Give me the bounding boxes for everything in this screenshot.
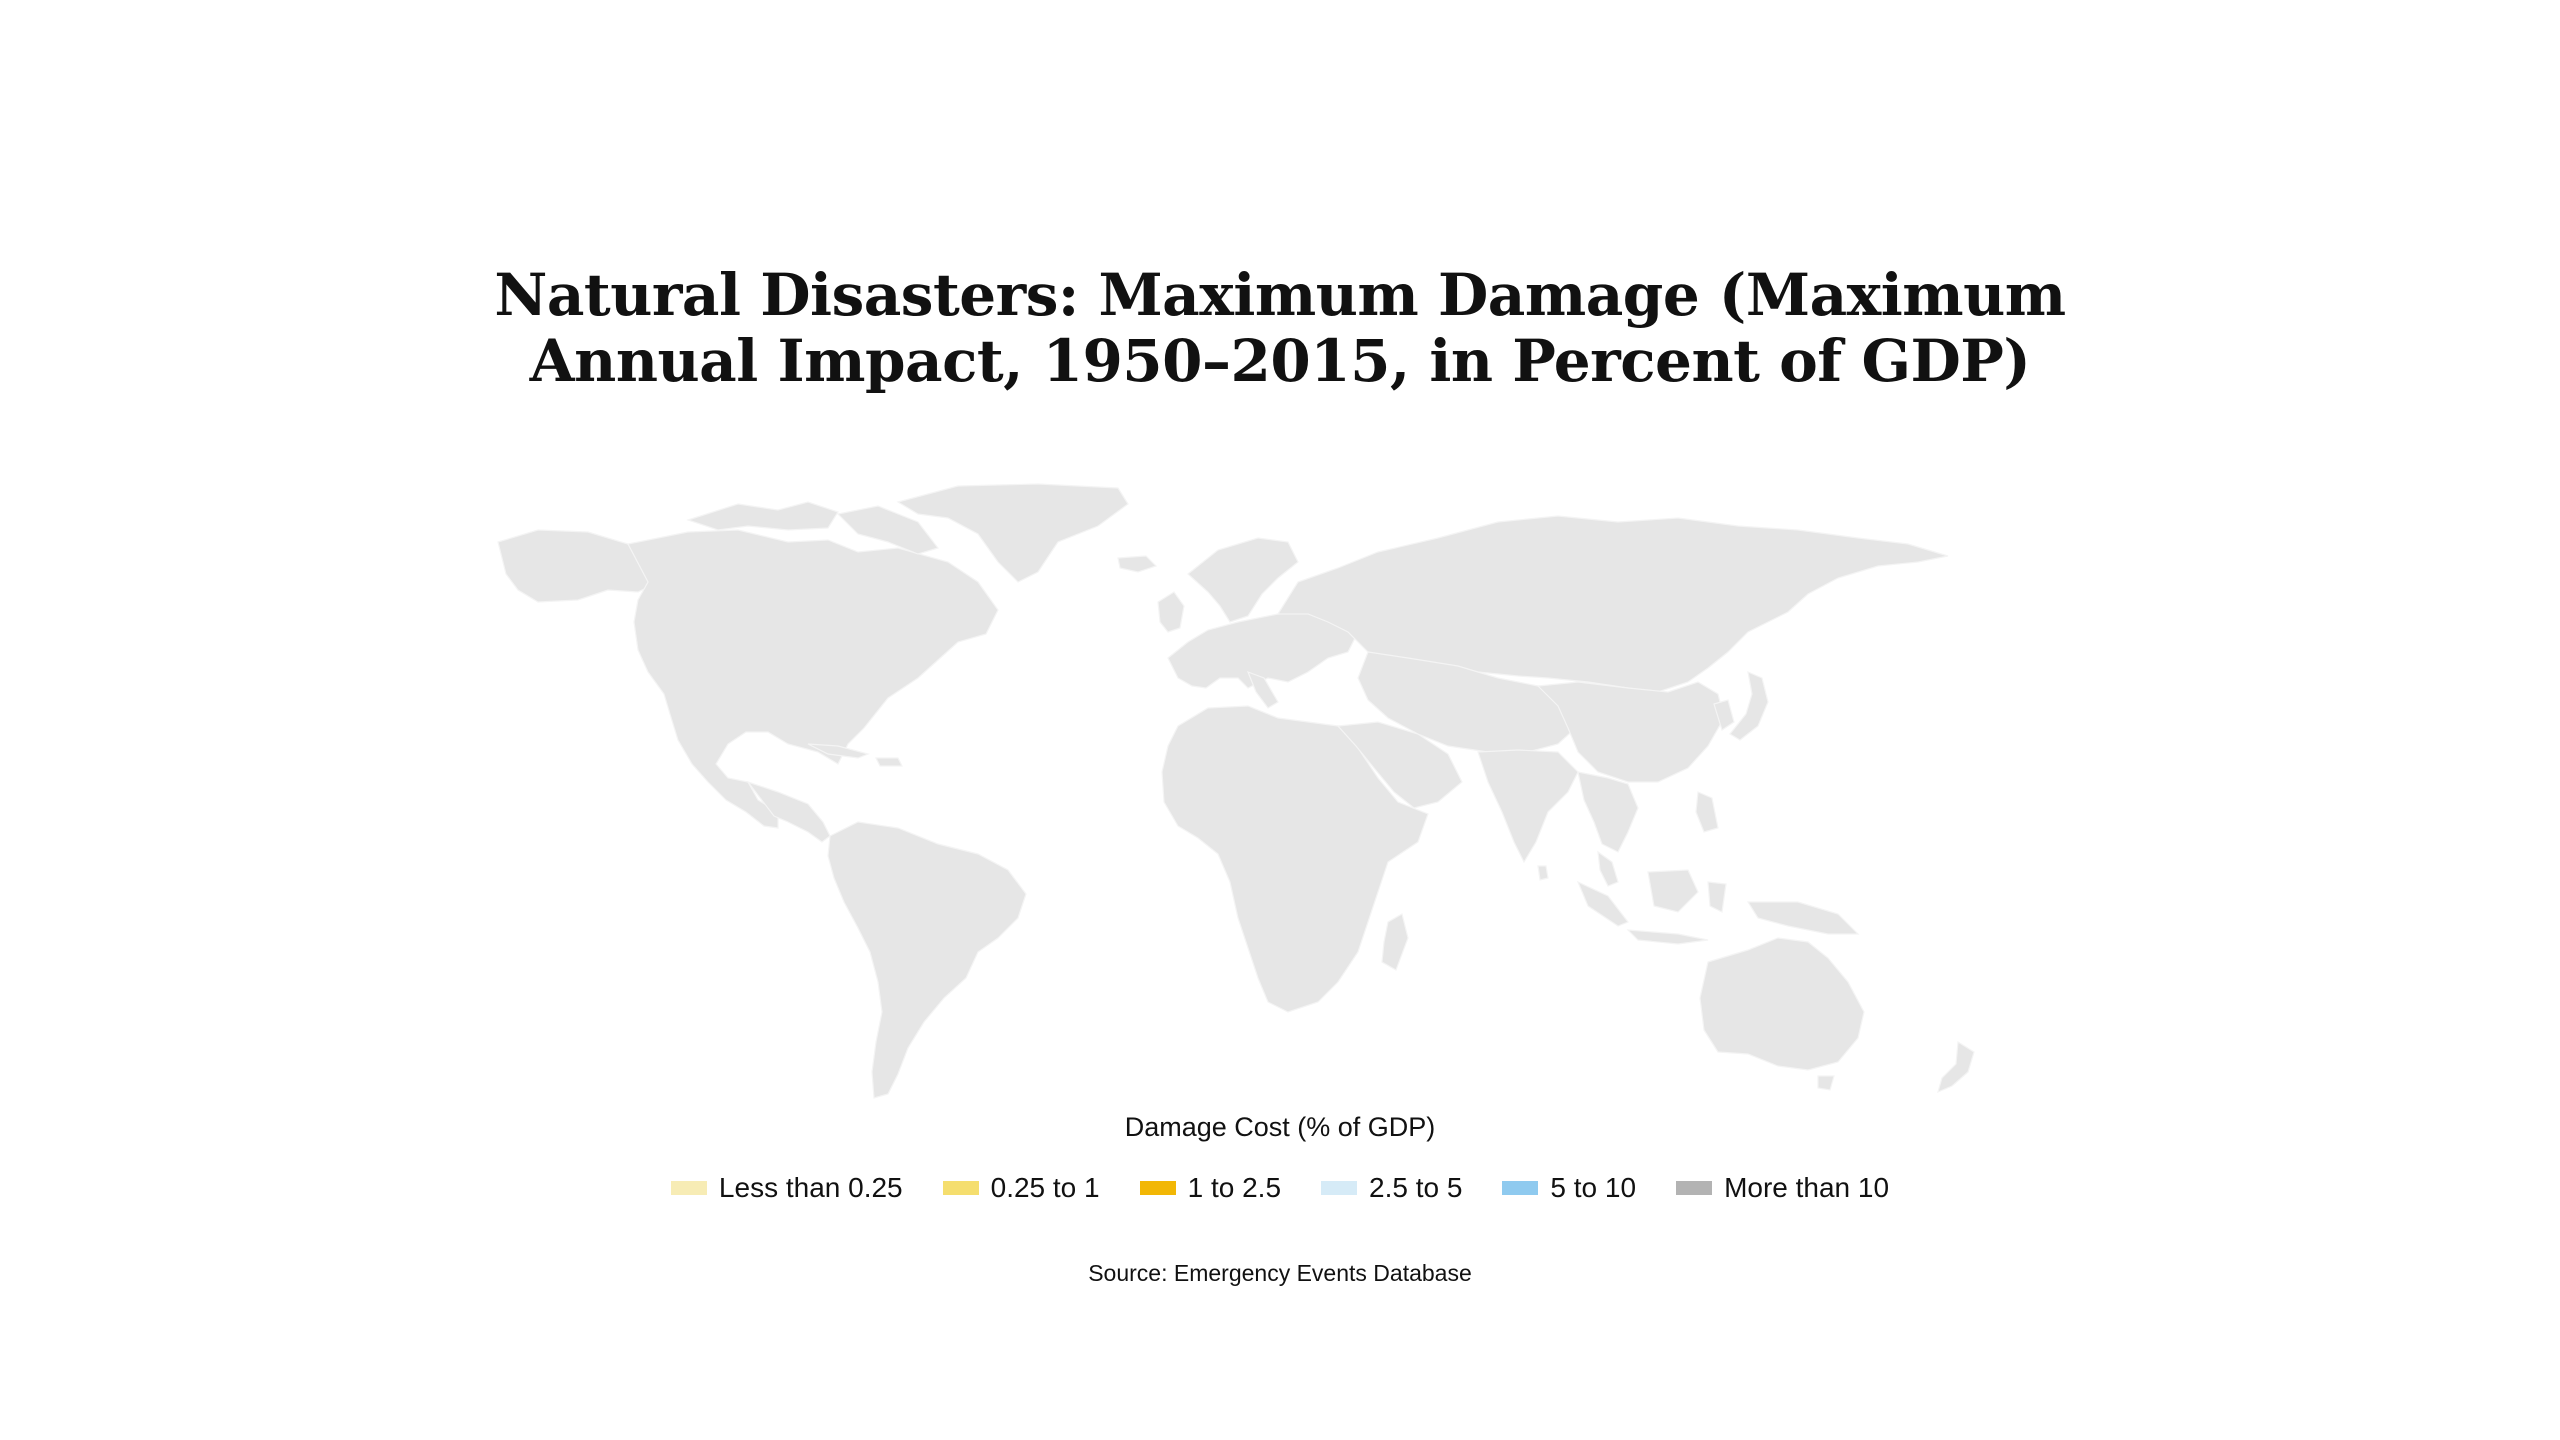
- region-korea: [1713, 699, 1735, 731]
- region-sri-lanka: [1537, 865, 1549, 881]
- region-greenland: [896, 483, 1129, 583]
- region-scandinavia: [1187, 537, 1299, 623]
- legend-label: 2.5 to 5: [1369, 1172, 1463, 1203]
- legend-label: 0.25 to 1: [990, 1172, 1100, 1203]
- legend-item: 0.25 to 1: [942, 1172, 1100, 1204]
- legend-label: 1 to 2.5: [1187, 1172, 1282, 1203]
- chart-title: Natural Disasters: Maximum Damage (Maxim…: [0, 262, 2560, 394]
- legend-swatch: [670, 1181, 707, 1195]
- legend-title: Damage Cost (% of GDP): [1124, 1112, 1436, 1142]
- legend-item: 1 to 2.5: [1139, 1172, 1282, 1204]
- legend-label: More than 10: [1724, 1172, 1890, 1203]
- region-philippines: [1695, 791, 1719, 833]
- region-uk: [1157, 591, 1185, 633]
- region-madagascar: [1381, 913, 1409, 971]
- legend-swatch: [1676, 1181, 1713, 1195]
- legend-swatch: [942, 1181, 979, 1195]
- region-iceland: [1117, 555, 1158, 573]
- region-north-america: [627, 529, 999, 829]
- legend-swatch: [1502, 1181, 1539, 1195]
- region-cuba: [807, 743, 870, 759]
- region-central-asia: [1357, 651, 1579, 753]
- region-borneo: [1647, 869, 1699, 913]
- region-italy: [1246, 670, 1279, 709]
- region-java: [1626, 929, 1709, 945]
- region-china: [1536, 681, 1725, 783]
- legend-item: More than 10: [1676, 1172, 1889, 1204]
- legend-label: Less than 0.25: [718, 1172, 903, 1203]
- region-japan: [1729, 671, 1769, 741]
- legend-label: 5 to 10: [1550, 1172, 1637, 1203]
- region-malay: [1597, 850, 1619, 887]
- legend-swatch: [1321, 1181, 1358, 1195]
- legend-item: Less than 0.25: [670, 1172, 903, 1204]
- region-se-asia: [1577, 771, 1639, 853]
- region-australia: [1699, 937, 1865, 1071]
- region-europe-mainland: [1167, 611, 1359, 689]
- world-map: [497, 483, 1975, 1099]
- legend-item: 2.5 to 5: [1321, 1172, 1462, 1204]
- legend-swatch: [1139, 1181, 1176, 1195]
- region-africa: [1161, 705, 1429, 1013]
- region-alaska: [497, 529, 659, 603]
- legend: Less than 0.25 0.25 to 1 1 to 2.5 2.5 to 5 5…: [0, 1172, 2560, 1204]
- chart-title-line-2: Annual Impact, 1950–2015, in Percent of …: [529, 327, 2031, 395]
- region-baffin: [836, 505, 940, 555]
- region-hispaniola: [875, 757, 903, 767]
- source-note: Source: Emergency Events Database: [1088, 1260, 1472, 1286]
- region-new-zealand: [1937, 1040, 1975, 1094]
- region-central-america: [746, 780, 831, 843]
- region-tasmania: [1817, 1075, 1835, 1091]
- chart-title-line-1: Natural Disasters: Maximum Damage (Maxim…: [494, 261, 2066, 329]
- region-new-guinea: [1746, 901, 1860, 935]
- region-sumatra: [1576, 880, 1629, 927]
- region-south-america: [827, 821, 1027, 1099]
- region-sulawesi: [1707, 881, 1727, 913]
- region-india: [1477, 749, 1579, 864]
- region-arctic-islands: [686, 501, 839, 531]
- region-middle-east: [1336, 721, 1463, 809]
- legend-item: 5 to 10: [1502, 1172, 1636, 1204]
